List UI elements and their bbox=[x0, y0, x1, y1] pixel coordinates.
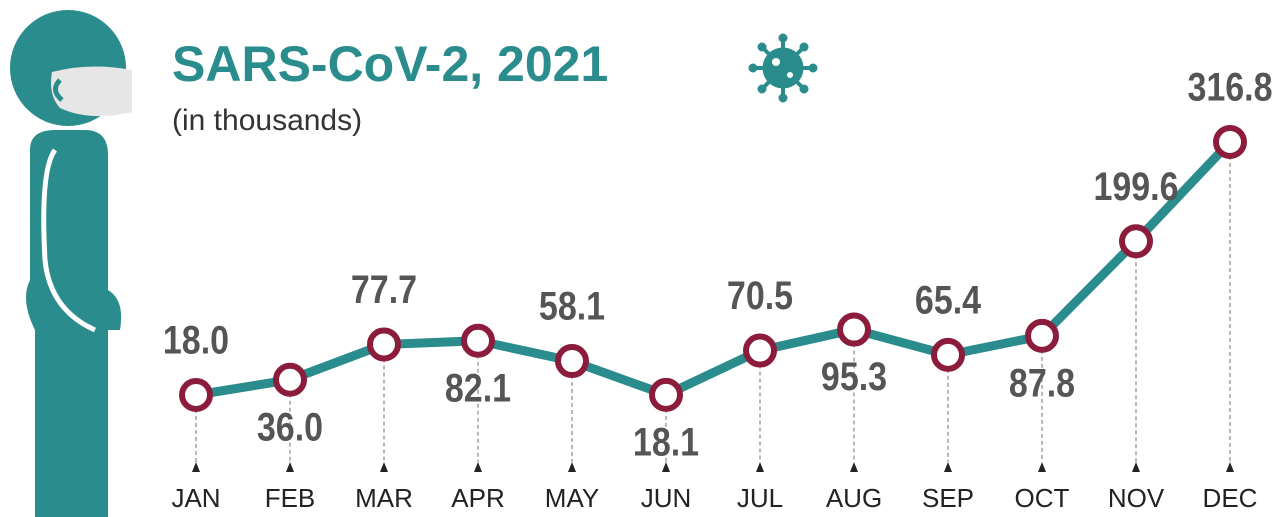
data-label: 316.8 bbox=[1187, 64, 1272, 109]
data-label: 36.0 bbox=[257, 404, 323, 449]
tick-arrow bbox=[756, 462, 764, 472]
chart-title: SARS-CoV-2, 2021 bbox=[172, 36, 608, 92]
data-label: 199.6 bbox=[1093, 163, 1178, 208]
data-label: 70.5 bbox=[727, 272, 793, 317]
data-label: 77.7 bbox=[351, 266, 417, 311]
tick-arrow bbox=[1038, 462, 1046, 472]
marker bbox=[273, 362, 307, 397]
tick-arrow bbox=[474, 462, 482, 472]
x-tick-label: NOV bbox=[1108, 483, 1165, 513]
x-tick-label: AUG bbox=[826, 483, 882, 513]
data-label: 18.1 bbox=[633, 419, 699, 464]
marker bbox=[555, 344, 589, 379]
x-tick-label: OCT bbox=[1015, 483, 1070, 513]
tick-arrow bbox=[662, 462, 670, 472]
x-tick-label: FEB bbox=[265, 483, 316, 513]
x-tick-label: JUL bbox=[737, 483, 783, 513]
virus-icon bbox=[748, 33, 818, 103]
x-tick-label: APR bbox=[451, 483, 504, 513]
tick-arrow bbox=[1226, 462, 1234, 472]
x-tick-label: JAN bbox=[171, 483, 220, 513]
data-label: 18.0 bbox=[163, 317, 229, 362]
data-label: 65.4 bbox=[915, 277, 981, 322]
data-label: 82.1 bbox=[445, 365, 511, 410]
marker bbox=[837, 312, 871, 347]
tick-arrow bbox=[286, 462, 294, 472]
tick-arrow bbox=[1132, 462, 1140, 472]
x-tick-label: JUN bbox=[641, 483, 692, 513]
x-tick-label: MAY bbox=[545, 483, 599, 513]
tick-arrow bbox=[850, 462, 858, 472]
marker bbox=[649, 377, 683, 412]
person-figure bbox=[10, 10, 132, 517]
marker bbox=[1213, 125, 1247, 159]
x-tick-label: DEC bbox=[1203, 483, 1258, 513]
marker bbox=[931, 337, 965, 372]
marker bbox=[743, 333, 777, 368]
marker bbox=[1119, 224, 1153, 259]
data-label: 87.8 bbox=[1009, 360, 1075, 405]
marker bbox=[1025, 318, 1059, 353]
marker bbox=[461, 323, 495, 358]
chart-subtitle: (in thousands) bbox=[172, 104, 362, 137]
tick-arrow bbox=[568, 462, 576, 472]
x-tick-label: MAR bbox=[355, 483, 413, 513]
marker bbox=[179, 378, 213, 412]
data-label: 95.3 bbox=[821, 353, 887, 398]
data-label: 58.1 bbox=[539, 283, 605, 328]
tick-arrow bbox=[944, 462, 952, 472]
x-tick-label: SEP bbox=[922, 483, 974, 513]
tick-arrow bbox=[380, 462, 388, 472]
tick-arrow bbox=[192, 462, 200, 472]
marker bbox=[367, 327, 401, 362]
